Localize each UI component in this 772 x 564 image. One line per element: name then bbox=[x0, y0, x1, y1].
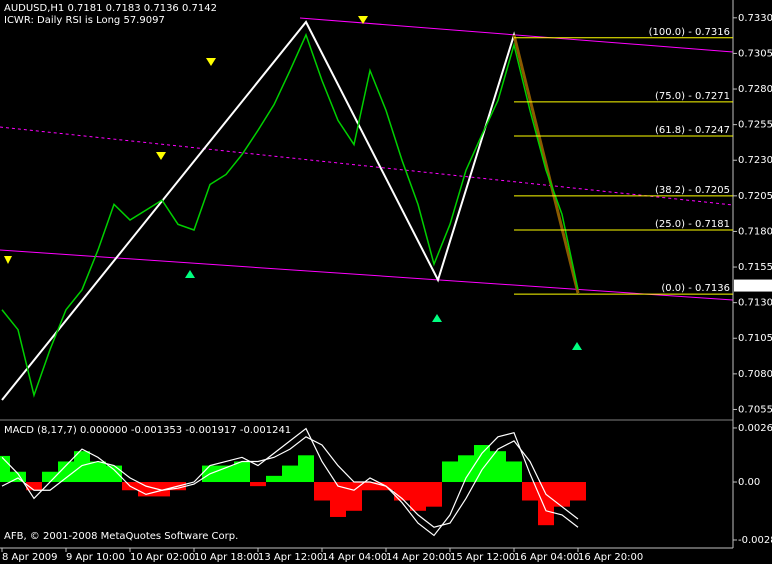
histogram-bar bbox=[538, 482, 554, 526]
y-tick-label: 0.7105 bbox=[738, 333, 772, 344]
histogram-bar bbox=[522, 482, 538, 501]
x-tick-label: 14 Apr 04:00 bbox=[322, 552, 387, 563]
histogram-bar bbox=[250, 482, 266, 487]
fib-label: (61.8) - 0.7247 bbox=[655, 125, 730, 136]
histogram-bar bbox=[298, 455, 314, 483]
y-tick-label: 0.00263 bbox=[738, 423, 772, 434]
histogram-bar bbox=[90, 461, 106, 483]
histogram-bar bbox=[490, 451, 506, 483]
histogram-bar bbox=[458, 455, 474, 483]
x-tick-label: 16 Apr 20:00 bbox=[578, 552, 643, 563]
y-tick-label: 0.7280 bbox=[738, 84, 772, 95]
chart-title: AUDUSD,H1 0.7181 0.7183 0.7136 0.7142 bbox=[4, 3, 217, 14]
macd-title: MACD (8,17,7) 0.000000 -0.001353 -0.0019… bbox=[4, 425, 291, 436]
x-tick-label: 13 Apr 12:00 bbox=[258, 552, 323, 563]
price-line bbox=[1, 32, 579, 398]
y-tick-label: 0.7130 bbox=[738, 298, 772, 309]
histogram-bar bbox=[314, 482, 330, 501]
macd-line bbox=[1, 436, 579, 528]
last-price-box bbox=[734, 279, 772, 292]
histogram-bar bbox=[554, 482, 570, 507]
histogram-bar bbox=[266, 475, 282, 483]
last-price-label: 0.7142 bbox=[737, 281, 772, 292]
histogram-bar bbox=[426, 482, 442, 507]
histogram-bar bbox=[282, 465, 298, 483]
histogram-bar bbox=[234, 461, 250, 483]
histogram-bar bbox=[106, 465, 122, 483]
y-tick-label: 0.7305 bbox=[738, 48, 772, 59]
fib-label: (38.2) - 0.7205 bbox=[655, 185, 730, 196]
x-tick-label: 8 Apr 2009 bbox=[2, 552, 57, 563]
y-tick-label: 0.7230 bbox=[738, 155, 772, 166]
histogram-bar bbox=[442, 461, 458, 483]
fib-anchor bbox=[512, 34, 580, 294]
histogram-bar bbox=[0, 455, 10, 483]
trend-line bbox=[0, 249, 734, 301]
copyright: AFB, © 2001-2008 MetaQuotes Software Cor… bbox=[4, 531, 238, 542]
y-tick-label: 0.00 bbox=[738, 477, 760, 488]
trend-line bbox=[0, 126, 734, 206]
histogram-bar bbox=[474, 445, 490, 483]
x-tick-label: 10 Apr 02:00 bbox=[130, 552, 195, 563]
y-tick-label: -0.00282 bbox=[738, 535, 772, 546]
x-tick-label: 16 Apr 04:00 bbox=[514, 552, 579, 563]
histogram-bar bbox=[506, 461, 522, 483]
histogram-bar bbox=[10, 471, 26, 483]
histogram-bar bbox=[74, 451, 90, 483]
fib-label: (75.0) - 0.7271 bbox=[655, 91, 730, 102]
histogram-bar bbox=[410, 482, 426, 511]
x-tick-label: 15 Apr 12:00 bbox=[450, 552, 515, 563]
x-tick-label: 14 Apr 20:00 bbox=[386, 552, 451, 563]
histogram-bar bbox=[58, 461, 74, 483]
histogram-bar bbox=[570, 482, 586, 501]
y-tick-label: 0.7155 bbox=[738, 262, 772, 273]
macd-line bbox=[1, 427, 579, 537]
y-tick-label: 0.7080 bbox=[738, 369, 772, 380]
x-tick-label: 9 Apr 10:00 bbox=[66, 552, 125, 563]
fib-label: (25.0) - 0.7181 bbox=[655, 219, 730, 230]
trend-line bbox=[299, 17, 734, 53]
y-tick-label: 0.7255 bbox=[738, 120, 772, 131]
y-tick-label: 0.7205 bbox=[738, 191, 772, 202]
y-tick-label: 0.7180 bbox=[738, 226, 772, 237]
chart-subtitle: ICWR: Daily RSI is Long 57.9097 bbox=[4, 15, 165, 26]
histogram-bar bbox=[42, 471, 58, 483]
histogram-bar bbox=[154, 482, 170, 497]
y-tick-label: 0.7055 bbox=[738, 404, 772, 415]
fib-label: (0.0) - 0.7136 bbox=[661, 283, 730, 294]
histogram-bar bbox=[26, 482, 42, 491]
x-tick-label: 10 Apr 18:00 bbox=[194, 552, 259, 563]
histogram-bar bbox=[330, 482, 346, 517]
y-tick-label: 0.7330 bbox=[738, 13, 772, 24]
histogram-bar bbox=[362, 482, 378, 491]
fib-label: (100.0) - 0.7316 bbox=[649, 27, 730, 38]
